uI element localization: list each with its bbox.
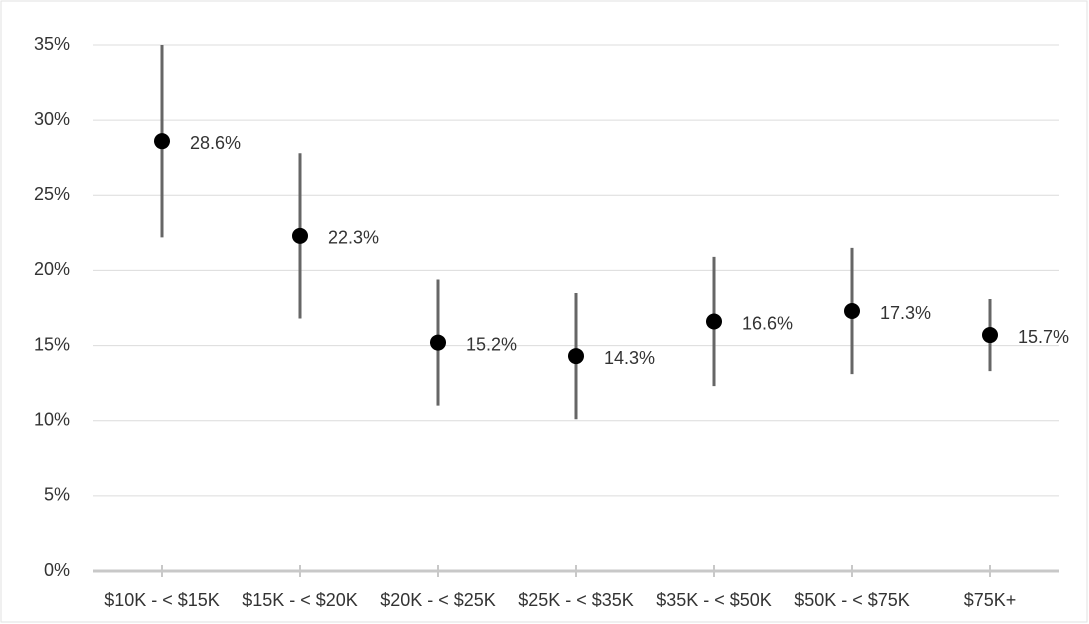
x-tick-label: $15K - < $20K [242,590,358,610]
x-tick-label: $50K - < $75K [794,590,910,610]
y-tick-label: 15% [34,334,70,354]
y-tick-label: 35% [34,34,70,54]
point [844,303,860,320]
point [982,327,998,344]
x-tick-label: $35K - < $50K [656,590,772,610]
x-tick-label: $75K+ [964,590,1017,610]
point [568,348,584,365]
y-tick-label: 30% [34,109,70,129]
data-label: 15.7% [1018,327,1069,347]
data-label: 17.3% [880,303,931,323]
y-tick-label: 5% [44,485,70,505]
y-tick-label: 20% [34,259,70,279]
x-tick-label: $20K - < $25K [380,590,496,610]
x-tick-label: $10K - < $15K [104,590,220,610]
y-tick-label: 0% [44,560,70,580]
data-label: 28.6% [190,133,241,153]
point [430,334,446,351]
y-tick-label: 25% [34,184,70,204]
x-tick-label: $25K - < $35K [518,590,634,610]
point [706,313,722,330]
data-label: 16.6% [742,313,793,333]
data-label: 15.2% [466,334,517,354]
y-tick-label: 10% [34,409,70,429]
point [154,133,170,150]
point [292,227,308,244]
data-label: 22.3% [328,228,379,248]
data-label: 14.3% [604,348,655,368]
